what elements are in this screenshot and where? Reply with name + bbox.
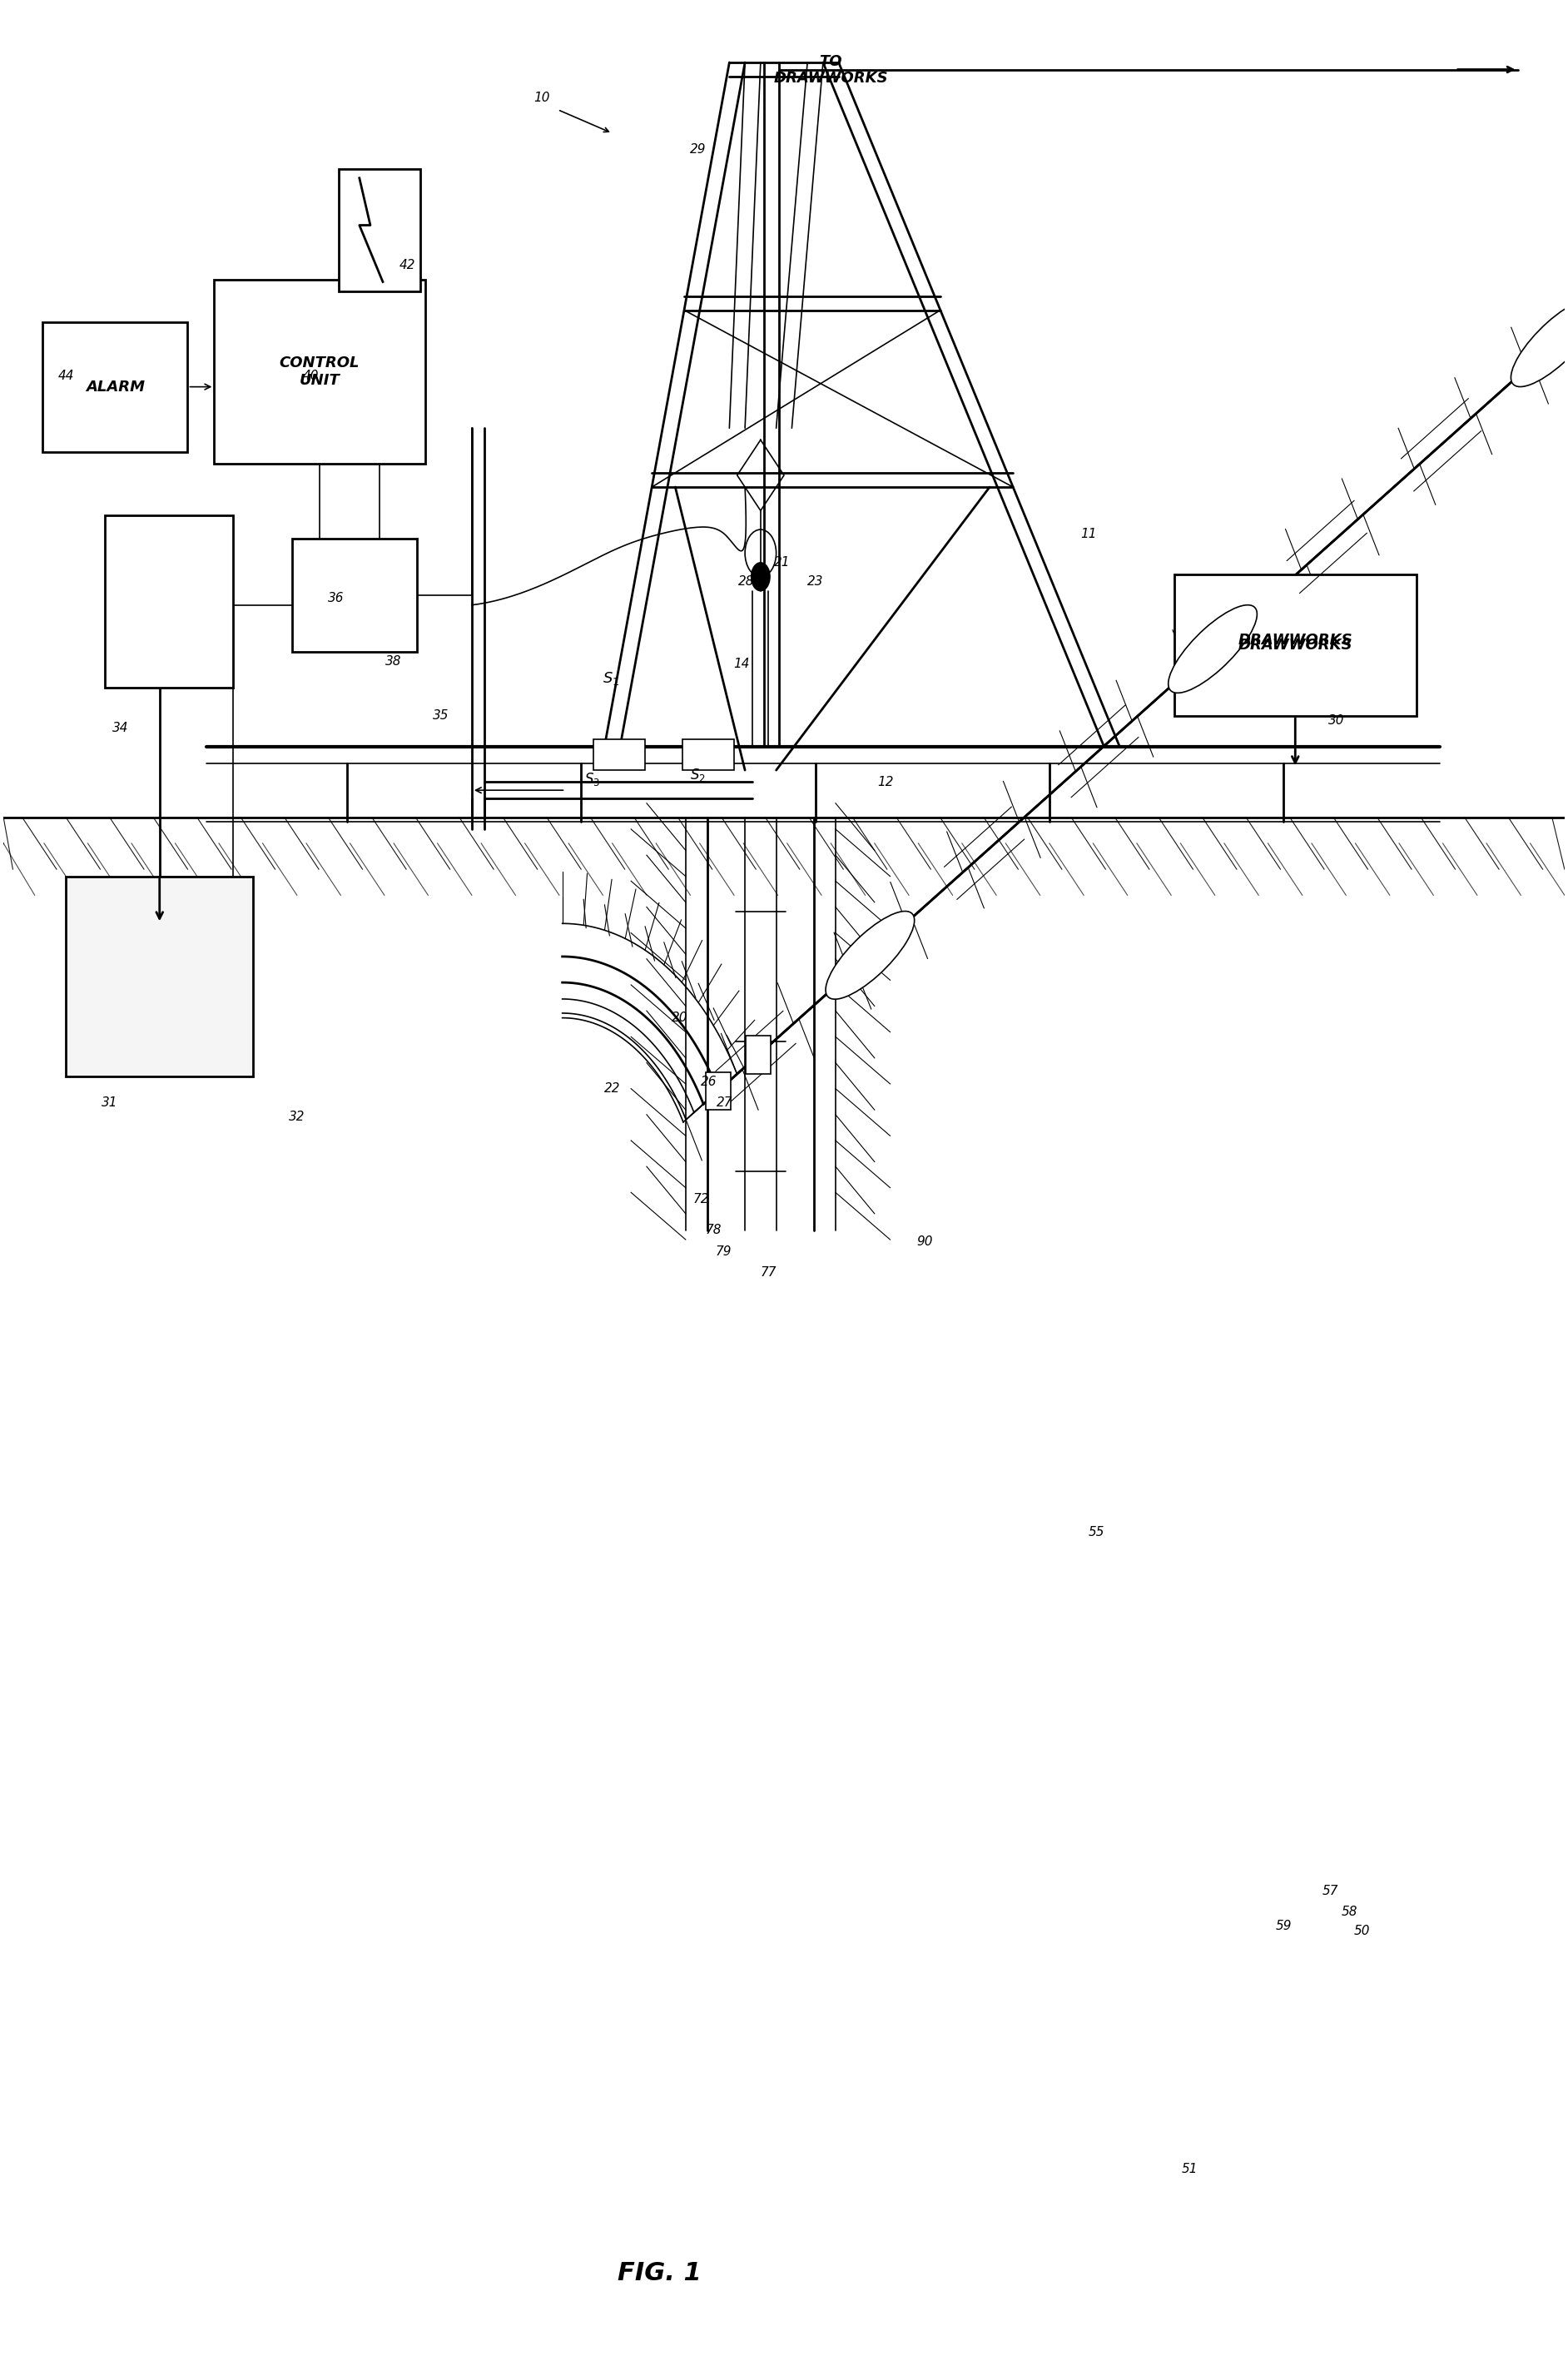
Text: 50: 50 <box>1353 1924 1370 1938</box>
Text: CONTROL
UNIT: CONTROL UNIT <box>279 355 359 388</box>
Text: 20: 20 <box>671 1013 687 1024</box>
Bar <box>105 516 234 689</box>
Text: 11: 11 <box>1080 528 1096 539</box>
Text: $S_1$: $S_1$ <box>602 670 619 686</box>
Ellipse shape <box>1168 606 1258 693</box>
Bar <box>292 539 417 653</box>
Text: 23: 23 <box>808 575 823 587</box>
Text: 79: 79 <box>715 1245 731 1259</box>
Text: $S_3$: $S_3$ <box>583 771 601 788</box>
Text: 77: 77 <box>760 1266 776 1280</box>
Bar <box>42 322 188 452</box>
Text: DRAWWORKS: DRAWWORKS <box>1239 634 1353 648</box>
Ellipse shape <box>826 911 914 998</box>
Text: 72: 72 <box>693 1192 709 1207</box>
Text: 90: 90 <box>916 1235 933 1249</box>
Text: 34: 34 <box>113 722 129 733</box>
Text: 28: 28 <box>739 575 754 587</box>
Text: 27: 27 <box>717 1095 732 1110</box>
Text: 44: 44 <box>58 369 74 383</box>
Text: 26: 26 <box>701 1074 717 1088</box>
Text: 21: 21 <box>775 556 790 568</box>
Bar <box>66 875 254 1077</box>
Text: 30: 30 <box>1328 715 1345 726</box>
Text: 36: 36 <box>328 592 343 603</box>
Text: 14: 14 <box>734 658 750 670</box>
Ellipse shape <box>1512 298 1568 386</box>
Text: 32: 32 <box>289 1110 306 1124</box>
Text: TO
DRAWWORKS: TO DRAWWORKS <box>773 54 887 85</box>
Text: 55: 55 <box>1088 1526 1104 1538</box>
Bar <box>215 279 425 464</box>
Text: 78: 78 <box>706 1223 721 1237</box>
Bar <box>339 168 420 291</box>
Text: 51: 51 <box>1182 2163 1198 2174</box>
Text: 42: 42 <box>400 260 416 272</box>
Bar <box>706 1072 731 1110</box>
Text: 38: 38 <box>386 655 401 667</box>
Text: 29: 29 <box>690 144 706 156</box>
Text: DRAWWORKS: DRAWWORKS <box>1239 639 1353 653</box>
Circle shape <box>751 563 770 592</box>
Text: 59: 59 <box>1275 1919 1292 1933</box>
Text: 22: 22 <box>604 1081 621 1095</box>
Text: 58: 58 <box>1341 1905 1358 1919</box>
Bar <box>594 741 644 771</box>
Text: 10: 10 <box>535 92 550 104</box>
Text: 31: 31 <box>102 1095 118 1110</box>
Text: 12: 12 <box>878 776 894 788</box>
Bar <box>746 1036 771 1074</box>
Text: ALARM: ALARM <box>86 379 144 395</box>
Bar <box>682 741 734 771</box>
Bar <box>1174 575 1416 717</box>
Text: FIG. 1: FIG. 1 <box>618 2262 701 2286</box>
Text: 35: 35 <box>433 710 448 722</box>
Text: 40: 40 <box>303 369 320 383</box>
Text: $S_2$: $S_2$ <box>690 767 706 783</box>
Text: 57: 57 <box>1322 1883 1339 1898</box>
